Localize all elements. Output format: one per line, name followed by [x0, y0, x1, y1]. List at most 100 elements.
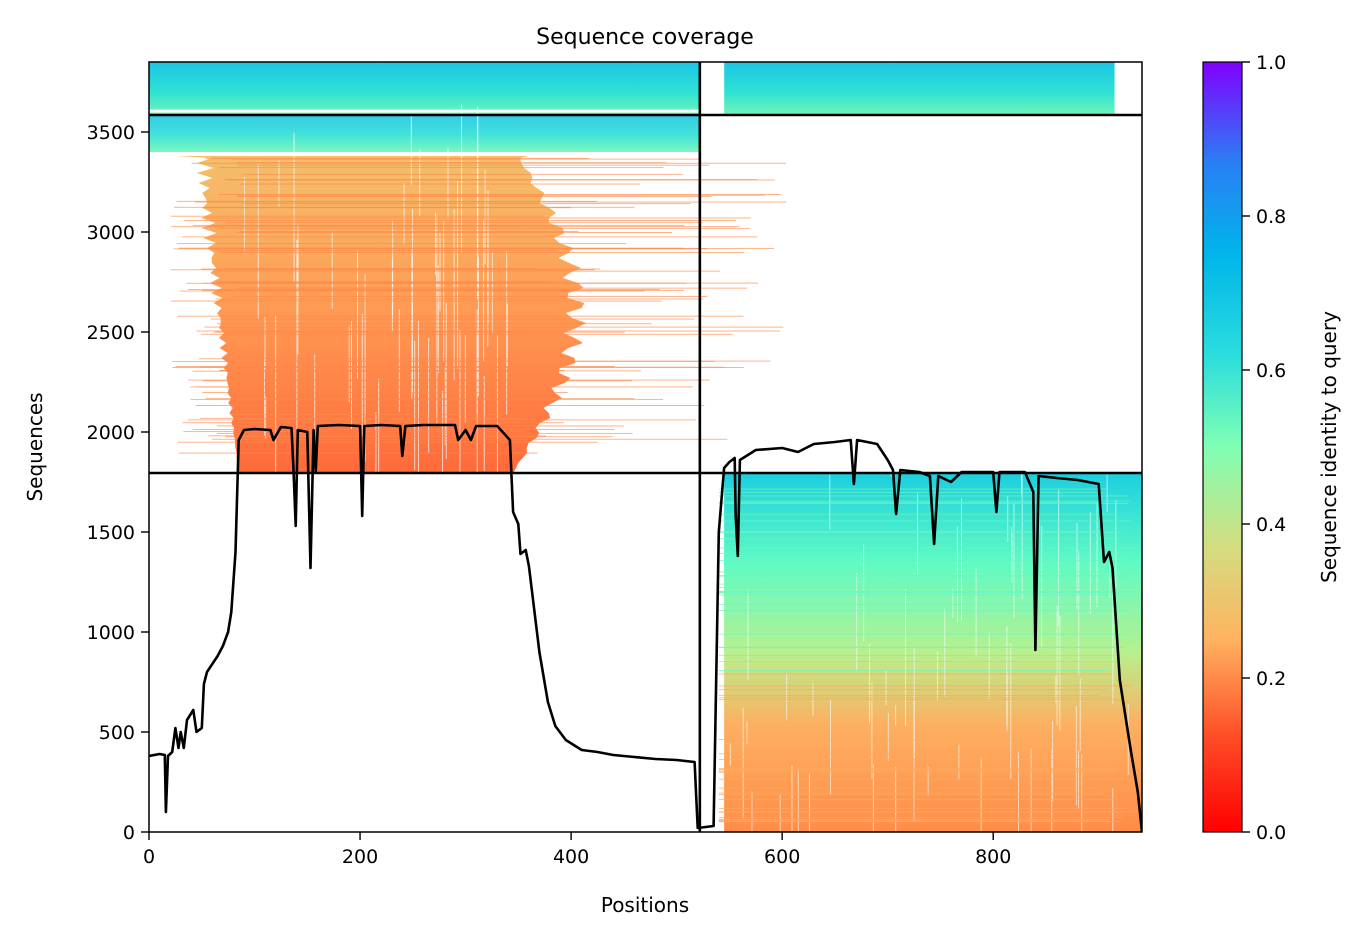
alignment-row — [718, 591, 1134, 593]
alignment-row — [718, 590, 1124, 592]
alignment-row — [217, 282, 759, 284]
alignment-row — [188, 379, 710, 381]
alignment-row — [718, 646, 1126, 648]
coverage-gap — [417, 320, 419, 485]
coverage-gap — [398, 309, 400, 412]
alignment-row — [190, 398, 664, 400]
coverage-gap — [350, 321, 352, 430]
coverage-gap — [357, 249, 359, 379]
coverage-gap — [1010, 643, 1012, 780]
coverage-gap — [868, 643, 870, 724]
alignment-row — [194, 201, 787, 203]
coverage-gap — [459, 330, 461, 484]
alignment-row — [176, 243, 627, 245]
alignment-row — [236, 196, 712, 197]
alignment-row — [181, 236, 758, 238]
coverage-gap — [746, 721, 748, 745]
alignment-row — [220, 370, 641, 372]
coverage-gap — [447, 148, 449, 219]
alignment-row — [718, 811, 1139, 813]
coverage-gap — [491, 252, 493, 333]
alignment-row — [202, 207, 572, 209]
coverage-gap — [297, 241, 299, 355]
coverage-gap — [257, 164, 259, 319]
coverage-gap — [871, 682, 873, 780]
alignment-row — [718, 694, 1100, 696]
coverage-gap — [403, 182, 405, 245]
alignment-row — [213, 331, 625, 333]
coverage-gap — [1007, 496, 1009, 542]
plot-frame — [148, 61, 1143, 833]
coverage-gap — [830, 698, 832, 795]
alignment-row — [718, 647, 1124, 648]
alignment-row — [173, 248, 707, 250]
alignment-row — [171, 300, 662, 302]
coverage-gap — [428, 337, 430, 453]
colorbar-ticks: 0.0 0.2 0.4 0.6 0.8 1.0 — [1242, 52, 1286, 844]
coverage-gap — [464, 334, 466, 423]
coverage-gap — [1078, 551, 1080, 676]
alignment-row — [191, 162, 787, 164]
coverage-gap — [149, 109, 700, 113]
alignment-row — [170, 269, 595, 271]
coverage-gap — [856, 573, 858, 670]
chart-title: Sequence coverage — [536, 25, 754, 50]
colorbar-tick-label: 0.0 — [1256, 822, 1286, 844]
y-tick-label: 2500 — [87, 322, 135, 344]
alignment-row — [215, 298, 703, 300]
alignment-row — [718, 661, 1121, 662]
coverage-gap — [1058, 489, 1060, 627]
alignment-row — [718, 500, 1130, 502]
alignment-row — [217, 432, 633, 434]
alignment-row — [718, 586, 1140, 588]
coverage-gap — [461, 104, 463, 254]
coverage-gap — [927, 766, 929, 797]
alignment-row — [718, 513, 1115, 515]
alignment-row — [200, 366, 725, 368]
y-tick-label: 1500 — [87, 522, 135, 544]
alignment-row — [226, 179, 775, 181]
alignment-row — [718, 739, 1106, 740]
coverage-gap — [442, 390, 444, 518]
coverage-gap — [496, 335, 498, 472]
alignment-row — [208, 435, 546, 437]
alignment-row — [718, 574, 1114, 576]
coverage-gap — [1078, 750, 1080, 809]
alignment-block-domain-2-top — [724, 62, 1115, 115]
alignment-row — [225, 360, 771, 362]
alignment-row — [198, 358, 517, 360]
coverage-gap — [457, 180, 459, 369]
alignment-block-domain-1-upper — [149, 115, 700, 152]
alignment-row — [718, 502, 1128, 504]
alignment-row — [183, 431, 524, 433]
coverage-gap — [751, 791, 753, 832]
coverage-gap — [956, 526, 958, 623]
alignment-row — [718, 532, 1122, 534]
coverage-gap — [791, 765, 793, 831]
coverage-gap — [265, 396, 267, 439]
alignment-row — [718, 697, 1113, 699]
alignment-row — [170, 215, 545, 217]
coverage-gap — [905, 588, 907, 726]
colorbar-tick-label: 0.6 — [1256, 360, 1286, 382]
alignment-row — [718, 552, 1126, 554]
alignment-row — [237, 194, 765, 196]
alignment-row — [177, 315, 744, 317]
alignment-row — [718, 758, 1122, 760]
coverage-gap — [829, 471, 831, 530]
coverage-gap — [1021, 460, 1023, 600]
alignment-row — [235, 232, 673, 233]
coverage-gap — [378, 378, 380, 515]
coverage-gap — [887, 712, 889, 761]
coverage-gap — [436, 215, 438, 300]
alignment-row — [216, 281, 551, 283]
y-tick-label: 2000 — [87, 422, 135, 444]
alignment-row — [216, 250, 557, 252]
y-axis-label: Sequences — [23, 392, 47, 501]
alignment-row — [182, 422, 564, 424]
coverage-gap — [808, 773, 810, 832]
alignment-row — [718, 531, 1100, 533]
colorbar — [1202, 61, 1243, 833]
x-tick-label: 200 — [342, 846, 378, 868]
coverage-gap — [936, 651, 938, 701]
